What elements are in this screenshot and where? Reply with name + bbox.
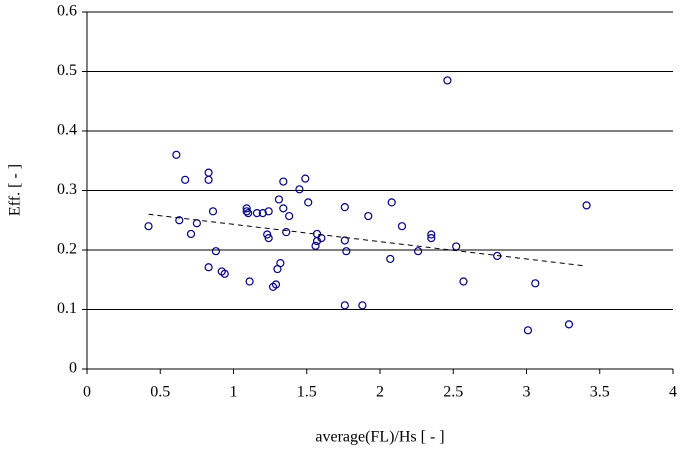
y-tick-label: 0.5	[57, 62, 77, 79]
point	[387, 198, 396, 207]
point	[208, 207, 218, 216]
point	[181, 175, 190, 184]
point	[244, 209, 253, 218]
point	[276, 258, 285, 268]
point	[295, 185, 304, 194]
point	[459, 277, 468, 286]
point	[282, 228, 291, 237]
point	[144, 222, 153, 231]
point	[452, 242, 461, 251]
point	[364, 211, 373, 221]
point	[340, 236, 349, 245]
y-tick-label: 0.3	[57, 181, 77, 198]
x-tick-label: 3.5	[590, 384, 610, 401]
point	[301, 174, 310, 183]
y-tick-label: 0	[69, 360, 77, 377]
x-tick-label: 4	[669, 384, 677, 401]
y-tick-label: 0.1	[57, 300, 77, 317]
point	[271, 280, 281, 289]
point	[274, 195, 284, 204]
point	[186, 229, 196, 239]
point	[258, 209, 267, 218]
point	[279, 177, 288, 186]
point	[342, 247, 351, 256]
y-tick-label: 0.4	[57, 122, 77, 139]
point	[204, 175, 213, 184]
y-tick-label: 0.6	[57, 3, 77, 20]
point	[397, 222, 407, 231]
x-tick-label: 0	[83, 384, 91, 401]
point	[285, 211, 294, 221]
point	[413, 247, 423, 256]
point	[264, 207, 273, 216]
x-tick-label: 3	[523, 384, 531, 401]
point	[386, 254, 395, 264]
x-tick-label: 0.5	[150, 384, 170, 401]
point	[242, 204, 251, 213]
point	[204, 263, 213, 272]
point	[427, 234, 436, 243]
point	[304, 198, 313, 207]
point	[340, 203, 349, 212]
point	[279, 204, 288, 213]
point	[443, 76, 452, 85]
x-tick-label: 1	[230, 384, 238, 401]
point	[211, 247, 221, 256]
point	[204, 168, 213, 177]
point	[263, 230, 272, 239]
point	[264, 234, 273, 243]
x-axis-label: average(FL)/Hs [ - ]	[315, 429, 444, 446]
point	[340, 301, 349, 310]
point	[172, 150, 181, 159]
x-tick-label: 1.5	[297, 384, 317, 401]
x-tick-label: 2	[376, 384, 384, 401]
point	[252, 209, 262, 218]
point	[192, 219, 201, 228]
point	[245, 277, 254, 286]
point	[311, 241, 320, 250]
point	[358, 301, 367, 310]
point	[220, 269, 229, 278]
y-tick-label: 0.2	[57, 241, 77, 258]
point	[242, 207, 251, 216]
point	[582, 201, 591, 210]
x-tick-label: 2.5	[443, 384, 463, 401]
point	[175, 216, 184, 225]
point	[312, 229, 322, 239]
point	[523, 326, 533, 335]
point	[564, 320, 574, 329]
trend-line	[148, 213, 587, 267]
y-axis-label: Eff. [ - ]	[7, 164, 24, 216]
point	[531, 279, 540, 288]
point	[427, 230, 436, 239]
